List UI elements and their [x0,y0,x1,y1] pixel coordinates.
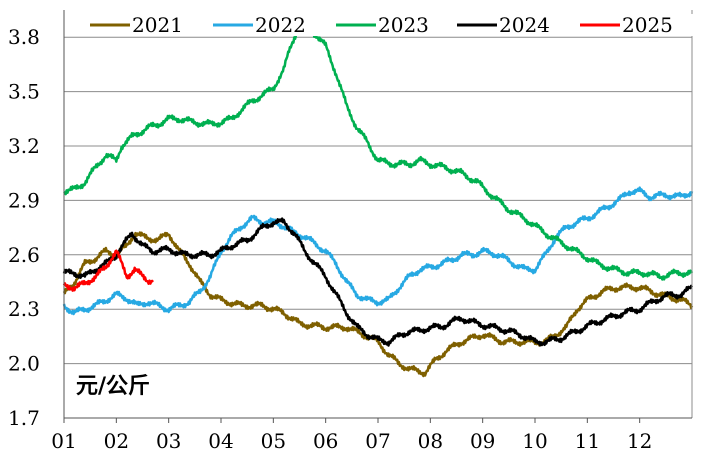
y-tick-label: 2.6 [8,243,40,267]
grid-lines [64,36,692,419]
x-tick-label: 02 [104,429,129,453]
legend-bg [332,14,456,36]
unit-label: 元/公斤 [76,374,150,399]
legend-bg [86,14,210,36]
y-tick-label: 2.9 [8,188,40,212]
legend-bg [576,14,700,36]
axes [63,10,693,423]
y-tick-label: 3.2 [8,134,40,158]
series-line-2024 [62,217,694,347]
legend-label: 2024 [499,13,550,37]
y-tick-label: 2.3 [8,297,40,321]
legend-label: 2021 [132,13,183,37]
legend-bg [453,14,577,36]
y-tick-label: 2.0 [8,352,40,376]
x-tick-label: 01 [51,429,76,453]
x-tick-label: 07 [365,429,390,453]
legend-label: 2025 [622,13,673,37]
x-tick-label: 03 [156,429,181,453]
legend-label: 2022 [255,13,306,37]
series-line-2025 [62,249,154,292]
legend-bg [209,14,333,36]
y-tick-label: 1.7 [8,406,40,430]
y-tick-label: 3.5 [8,80,40,104]
x-tick-label: 10 [522,429,547,453]
legend-label: 2023 [378,13,429,37]
series-lines [62,23,694,378]
x-tick-label: 12 [627,429,652,453]
x-tick-label: 09 [470,429,495,453]
series-line-2023 [63,23,694,281]
x-tick-label: 11 [575,429,600,453]
tick-labels: 1.7 2.0 2.3 2.6 2.9 3.2 3.5 3.8 01 02 03 04 05 06 07 08… [8,25,652,453]
x-tick-label: 06 [313,429,338,453]
x-tick-label: 05 [261,429,286,453]
x-tick-label: 08 [418,429,443,453]
series-line-2022 [62,186,694,316]
y-tick-label: 3.8 [8,25,40,49]
x-tick-label: 04 [208,429,233,453]
legend: 2021 2022 2023 2024 2025 [86,13,700,37]
